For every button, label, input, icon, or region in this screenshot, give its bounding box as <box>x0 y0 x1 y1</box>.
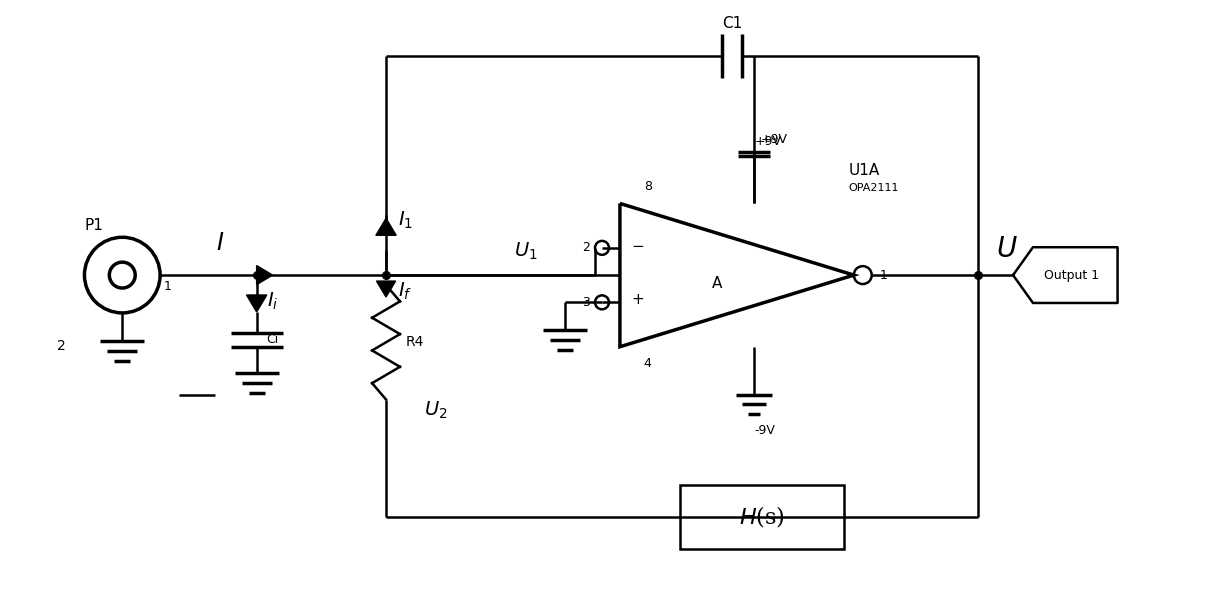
Text: 2: 2 <box>57 339 65 353</box>
Text: Output 1: Output 1 <box>1044 268 1098 281</box>
Text: $H$(s): $H$(s) <box>739 504 785 529</box>
Text: $U_2$: $U_2$ <box>424 400 448 421</box>
Text: 4: 4 <box>643 357 652 370</box>
Text: A: A <box>712 276 722 290</box>
Text: $I_f$: $I_f$ <box>398 281 413 302</box>
Text: OPA2111: OPA2111 <box>849 183 899 194</box>
Text: $U_1$: $U_1$ <box>513 241 537 263</box>
Polygon shape <box>375 218 396 235</box>
Text: $I_i$: $I_i$ <box>267 291 278 312</box>
Text: $I$: $I$ <box>216 232 225 255</box>
Text: 3: 3 <box>582 296 590 309</box>
Text: $-$: $-$ <box>631 237 645 253</box>
Text: $I_1$: $I_1$ <box>398 209 413 231</box>
Text: Ci: Ci <box>267 333 279 346</box>
Bar <box>680 484 844 549</box>
Polygon shape <box>257 266 273 284</box>
Text: 2: 2 <box>582 241 590 254</box>
Text: R4: R4 <box>406 335 425 349</box>
Text: 1: 1 <box>164 280 171 293</box>
Text: -9V: -9V <box>754 424 775 437</box>
Text: C1: C1 <box>722 17 742 31</box>
Text: 1: 1 <box>880 268 887 281</box>
Text: U1A: U1A <box>849 163 880 178</box>
Text: $+$: $+$ <box>631 292 645 307</box>
Text: +9V: +9V <box>760 133 787 146</box>
Polygon shape <box>377 281 396 297</box>
Text: $U$: $U$ <box>996 236 1018 263</box>
Text: P1: P1 <box>84 218 104 233</box>
Polygon shape <box>246 295 267 312</box>
Text: +9V: +9V <box>754 135 781 148</box>
Text: 8: 8 <box>643 181 652 194</box>
